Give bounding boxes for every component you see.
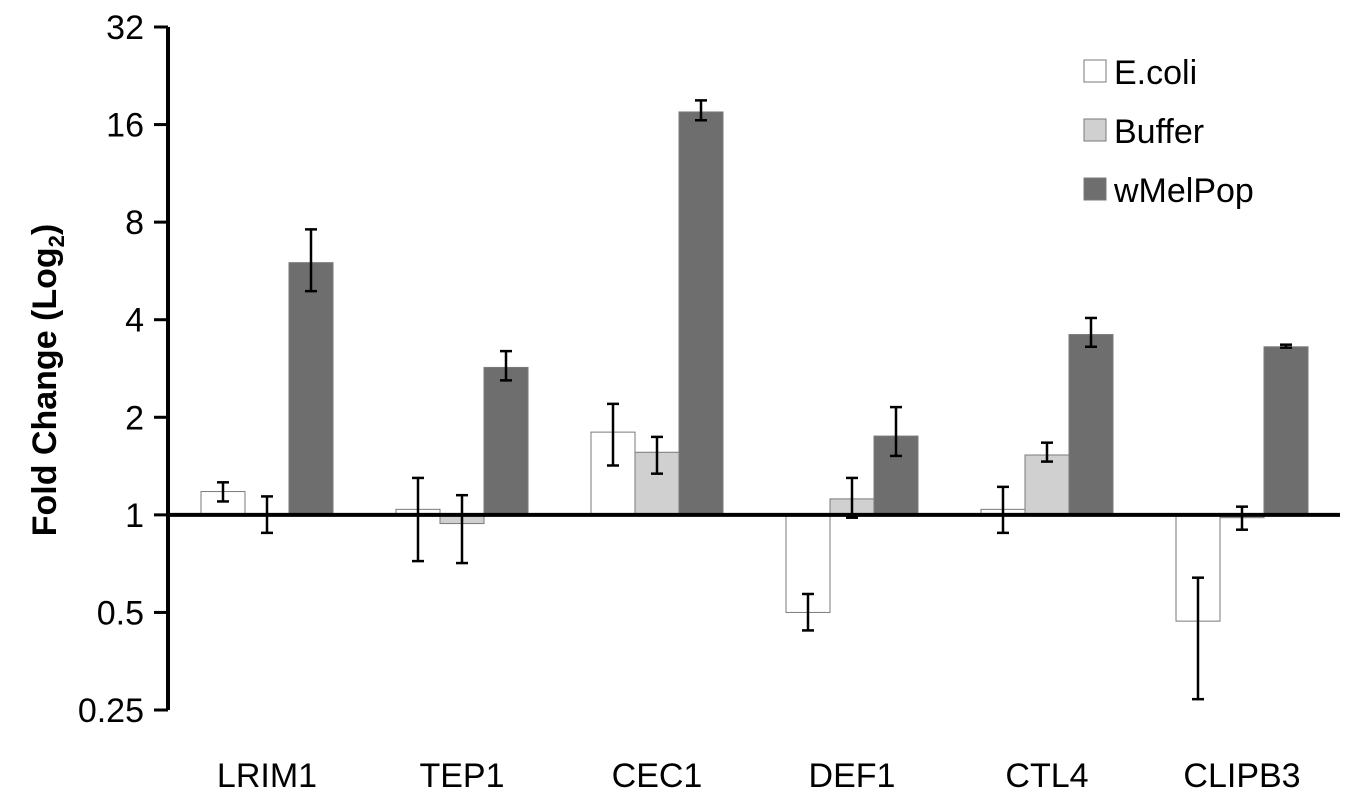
bar-tep1-wmelpop	[483, 366, 529, 516]
x-tick-label-cec1: CEC1	[612, 757, 703, 795]
error-bar-def1-e-coli	[802, 592, 814, 632]
error-bar-ctl4-buffer	[1041, 441, 1053, 463]
y-tick-label: 8	[125, 204, 144, 242]
x-categories-layer: LRIM1 TEP1 CEC1 DEF1 CTL4 CLIPB3	[217, 757, 1301, 795]
y-axis-label: Fold Change (Log2)	[26, 224, 69, 537]
x-tick-label-def1: DEF1	[809, 757, 896, 795]
error-bar-cec1-buffer	[651, 435, 663, 475]
error-bar-def1-wmelpop	[890, 405, 902, 458]
legend-swatch	[1083, 59, 1107, 83]
y-tick-label: 4	[125, 302, 144, 340]
error-bar-cec1-wmelpop	[695, 99, 707, 122]
y-tick-label: 0.5	[97, 594, 144, 632]
bar-ctl4-wmelpop	[1068, 334, 1114, 516]
error-bars-layer	[217, 99, 1292, 701]
bar-clipb3-wmelpop	[1263, 346, 1309, 516]
legend-label: wMelPop	[1113, 172, 1254, 210]
error-bar-tep1-buffer	[456, 493, 468, 565]
x-tick-label-tep1: TEP1	[419, 757, 504, 795]
error-bar-ctl4-wmelpop	[1085, 316, 1097, 349]
error-bar-tep1-wmelpop	[500, 349, 512, 382]
y-axis-label-suffix: )	[26, 224, 64, 235]
legend-swatch	[1083, 118, 1107, 142]
axes-layer	[166, 27, 1340, 710]
legend-label: E.coli	[1114, 54, 1197, 92]
error-bar-lrim1-e-coli	[217, 481, 229, 503]
error-bar-lrim1-wmelpop	[305, 228, 317, 293]
legend-item-buffer: Buffer	[1083, 113, 1204, 151]
legend: E.coli Buffer wMelPop	[1083, 54, 1254, 210]
legend-item-wmelpop: wMelPop	[1083, 172, 1254, 210]
legend-label: Buffer	[1114, 113, 1204, 151]
error-bar-def1-buffer	[846, 476, 858, 519]
y-axis-label-subscript: 2	[44, 235, 69, 247]
error-bar-clipb3-e-coli	[1192, 576, 1204, 701]
y-tick-label: 32	[106, 9, 144, 47]
bars-layer	[200, 111, 1309, 622]
y-tick-label: 0.25	[78, 692, 144, 730]
bar-ctl4-buffer	[1024, 454, 1070, 516]
legend-item-e-coli: E.coli	[1083, 54, 1197, 92]
y-tick-label: 2	[125, 399, 144, 437]
y-ticks-layer: 0.25 0.5 1 2 4 8 16 32	[78, 9, 168, 730]
bar-lrim1-wmelpop	[288, 262, 334, 516]
x-tick-label-ctl4: CTL4	[1005, 757, 1088, 795]
error-bar-clipb3-buffer	[1236, 505, 1248, 531]
y-axis-label-main: Fold Change (Log	[26, 247, 64, 536]
error-bar-cec1-e-coli	[607, 402, 619, 467]
error-bar-ctl4-e-coli	[997, 485, 1009, 535]
error-bar-clipb3-wmelpop	[1280, 343, 1292, 349]
legend-swatch	[1083, 177, 1107, 201]
x-tick-label-lrim1: LRIM1	[217, 757, 317, 795]
x-tick-label-clipb3: CLIPB3	[1183, 757, 1300, 795]
y-tick-label: 16	[106, 107, 144, 145]
error-bar-tep1-e-coli	[412, 476, 424, 563]
bar-cec1-wmelpop	[678, 111, 724, 516]
y-tick-label: 1	[125, 497, 144, 535]
